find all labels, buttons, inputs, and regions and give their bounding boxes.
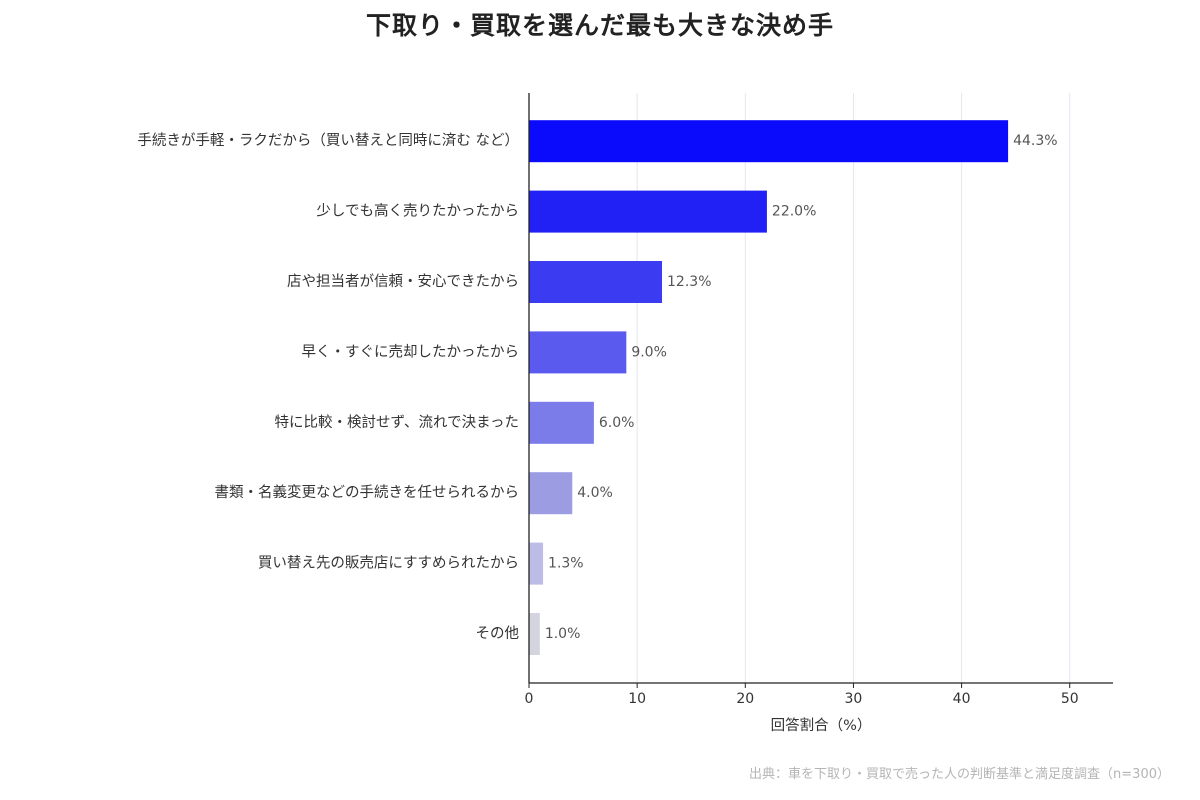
value-label-6: 1.3%	[548, 556, 584, 572]
value-label-2: 12.3%	[667, 274, 711, 290]
x-tick-label-4: 40	[953, 691, 971, 707]
value-label-0: 44.3%	[1013, 133, 1057, 149]
source-note: 出典：車を下取り・買取で売った人の判断基準と満足度調査（n=300）	[749, 767, 1170, 782]
bar-0	[529, 120, 1009, 163]
x-tick-label-0: 0	[525, 691, 534, 707]
value-label-4: 6.0%	[599, 415, 635, 431]
category-label-4: 特に比較・検討せず、流れで決まった	[275, 413, 519, 431]
bar-2	[529, 261, 663, 303]
category-label-0: 手続きが手軽・ラクだから（買い替えと同時に済む など）	[137, 132, 519, 149]
x-tick-label-2: 20	[736, 691, 754, 707]
category-label-5: 書類・名義変更などの手続きを任せられるから	[215, 484, 520, 501]
bar-6	[529, 542, 544, 585]
bar-1	[529, 190, 767, 233]
chart-title: 下取り・買取を選んだ最も大きな決め手	[365, 11, 834, 40]
x-tick-label-3: 30	[845, 691, 863, 707]
category-label-7: その他	[476, 625, 520, 642]
category-label-1: 少しでも高く売りたかったから	[316, 203, 519, 220]
bar-7	[529, 613, 540, 655]
x-tick-label-1: 10	[628, 691, 646, 707]
category-label-6: 買い替え先の販売店にすすめられたから	[258, 555, 519, 572]
x-axis-label: 回答割合（%）	[771, 717, 872, 734]
bar-4	[529, 401, 594, 444]
x-tick-label-5: 50	[1061, 691, 1079, 707]
value-label-7: 1.0%	[545, 626, 581, 642]
bar-3	[529, 331, 627, 374]
category-label-2: 店や担当者が信頼・安心できたから	[287, 273, 519, 290]
category-label-3: 早く・すぐに売却したかったから	[302, 343, 520, 360]
bar-5	[529, 472, 573, 515]
value-label-5: 4.0%	[577, 485, 613, 501]
value-label-1: 22.0%	[772, 204, 816, 220]
value-label-3: 9.0%	[631, 344, 667, 360]
